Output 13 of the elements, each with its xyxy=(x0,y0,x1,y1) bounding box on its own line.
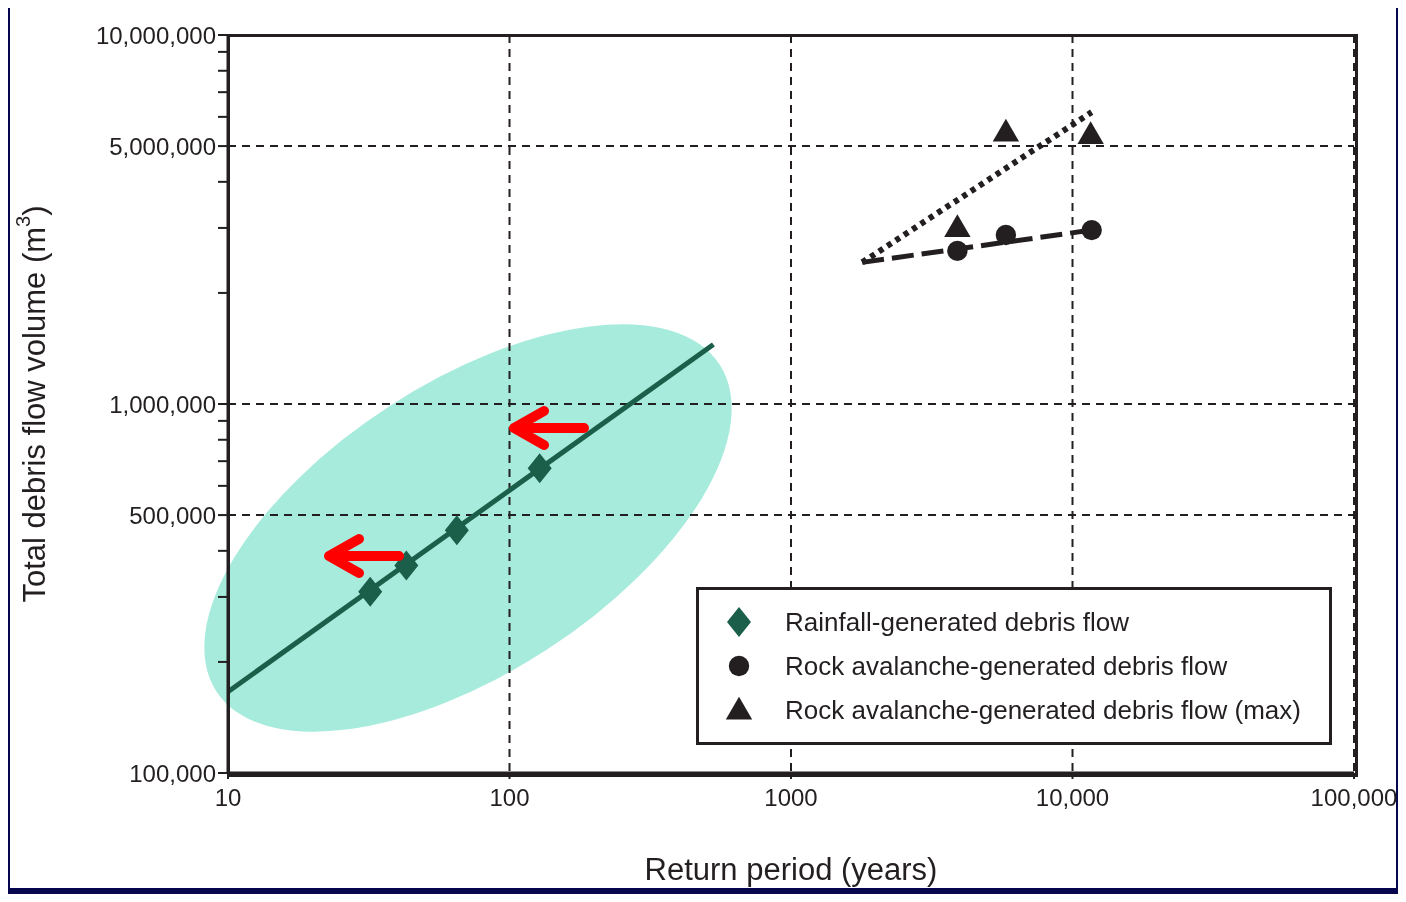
y-tick-label: 100,000 xyxy=(129,759,216,787)
x-tick-label: 10,000 xyxy=(1035,784,1110,812)
x-tick-label: 100 xyxy=(489,784,530,812)
x-tick-label: 10 xyxy=(214,784,242,812)
legend-label: Rock avalanche-generated debris flow xyxy=(785,650,1228,682)
y-tick-label: 500,000 xyxy=(129,501,216,529)
x-axis-title: Return period (years) xyxy=(644,852,938,887)
y-tick-label: 5,000,000 xyxy=(109,132,216,160)
y-tick-label: 10,000,000 xyxy=(95,21,216,49)
legend-label: Rainfall-generated debris flow xyxy=(785,606,1130,638)
legend-label: Rock avalanche-generated debris flow (max) xyxy=(785,694,1301,726)
y-tick-label: 1,000,000 xyxy=(109,390,216,418)
x-tick-label: 1000 xyxy=(764,784,818,812)
